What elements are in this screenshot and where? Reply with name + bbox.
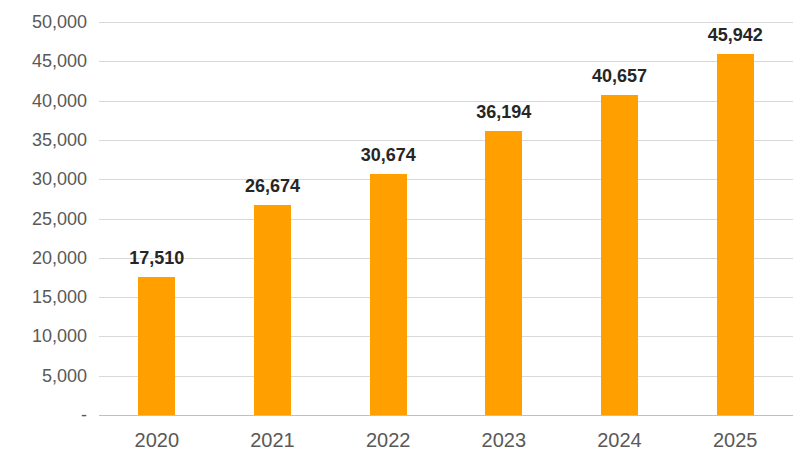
gridline (99, 297, 793, 298)
bar-2020 (138, 277, 175, 415)
x-axis-category-label: 2025 (677, 428, 793, 452)
gridline (99, 219, 793, 220)
y-axis-tick-label: 10,000 (0, 325, 87, 347)
bar-2025 (717, 54, 754, 415)
x-axis-category-label: 2021 (215, 428, 331, 452)
y-axis-tick-label: 50,000 (0, 11, 87, 33)
y-axis-tick-label: 40,000 (0, 90, 87, 112)
bar-2021 (254, 205, 291, 415)
y-axis-tick-label: - (0, 404, 87, 426)
y-axis-tick-label: 30,000 (0, 168, 87, 190)
bar-value-label: 26,674 (215, 176, 331, 196)
gridline (99, 336, 793, 337)
bar-value-label: 45,942 (677, 25, 793, 45)
gridline (99, 179, 793, 180)
bar-value-label: 30,674 (330, 145, 446, 165)
gridline (99, 22, 793, 23)
x-axis-line (99, 415, 793, 416)
gridline (99, 140, 793, 141)
y-axis-tick-label: 45,000 (0, 50, 87, 72)
bar-2022 (370, 174, 407, 415)
y-axis-tick-label: 25,000 (0, 208, 87, 230)
x-axis-category-label: 2024 (562, 428, 678, 452)
gridline (99, 376, 793, 377)
gridline (99, 61, 793, 62)
x-axis-category-label: 2023 (446, 428, 562, 452)
y-axis-tick-label: 35,000 (0, 129, 87, 151)
plot-area: 17,510 26,674 30,674 36,19440,657 45,942 (99, 22, 793, 415)
y-axis-tick-label: 20,000 (0, 247, 87, 269)
y-axis-tick-label: 5,000 (0, 365, 87, 387)
bar-value-label: 40,657 (562, 66, 678, 86)
y-axis-tick-label: 15,000 (0, 286, 87, 308)
bar-value-label: 36,194 (446, 102, 562, 122)
bar-chart: 17,510 26,674 30,674 36,19440,657 45,942 50,… (0, 0, 800, 462)
bar-2024 (601, 95, 638, 415)
x-axis-category-label: 2020 (99, 428, 215, 452)
x-axis-category-label: 2022 (330, 428, 446, 452)
bar-value-label: 17,510 (99, 248, 215, 268)
bar-2023 (485, 131, 522, 416)
